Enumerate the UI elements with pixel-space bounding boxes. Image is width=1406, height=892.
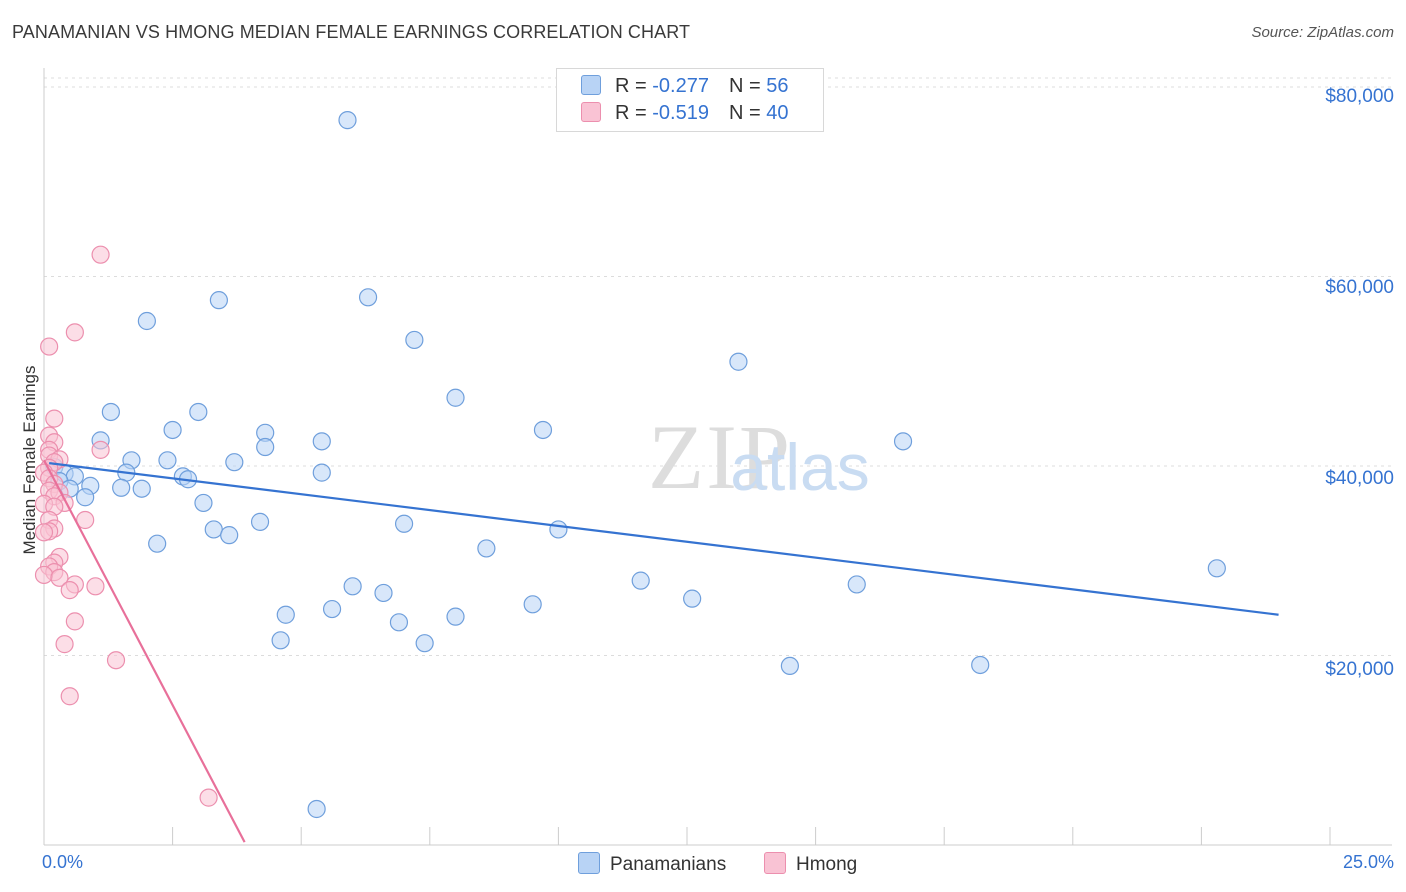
panamanians-point-33 [250, 512, 270, 531]
legend-row-panamanians: R = -0.277 N = 56 [581, 75, 788, 99]
panamanians-point-34 [394, 514, 414, 533]
legend-n-value: 56 [766, 75, 789, 97]
panamanians-point-41 [631, 571, 650, 590]
watermark-zip: ZIP [648, 406, 792, 508]
correlation-legend: R = -0.277 N = 56 R = -0.519 N = 40 [556, 68, 824, 132]
panamanians-point-43 [374, 583, 393, 603]
chart-title: PANAMANIAN VS HMONG MEDIAN FEMALE EARNIN… [12, 22, 691, 42]
hmong-point-2 [40, 337, 59, 356]
panamanians-point-1 [358, 288, 378, 307]
hmong-point-34 [65, 612, 84, 631]
panamanians-point-37 [549, 520, 568, 539]
hmong-point-38 [199, 788, 218, 807]
panamanians-point-50 [389, 613, 409, 632]
bottom-legend-hmong: Hmong [764, 852, 857, 876]
panamanians-point-18 [225, 453, 244, 472]
hmong-point-37 [60, 687, 79, 706]
legend-n-label: N = [728, 102, 767, 124]
panamanians-point-32 [194, 493, 213, 513]
panamanians-point-11 [533, 420, 553, 440]
panamanians-point-36 [220, 526, 239, 545]
panamanians-point-8 [189, 402, 208, 422]
legend-n-label: N = [728, 75, 767, 97]
panamanians-point-0 [338, 111, 357, 130]
bottom-legend-swatch-blue [578, 852, 600, 874]
legend-r-value: -0.277 [652, 75, 709, 97]
hmong-point-36 [106, 651, 126, 670]
panamanians-point-5 [729, 352, 748, 371]
y-tick-label-20000: $20,000 [1325, 659, 1394, 680]
panamanians-point-54 [971, 655, 990, 675]
panamanians-point-25 [312, 463, 331, 482]
legend-n-value: 40 [766, 102, 789, 124]
panamanians-point-52 [415, 634, 434, 653]
panamanians-point-51 [271, 631, 290, 650]
bottom-legend-label: Hmong [796, 854, 858, 875]
hmong-point-33 [60, 581, 79, 600]
y-tick-label-60000: $60,000 [1325, 277, 1394, 298]
panamanians-point-45 [847, 575, 866, 594]
panamanians-point-17 [158, 451, 177, 470]
hmong-point-35 [55, 635, 74, 654]
legend-r-label: R = [615, 102, 653, 124]
panamanians-point-55 [307, 799, 326, 819]
source-label: Source: ZipAtlas.com [1251, 24, 1394, 41]
panamanians-point-35 [204, 520, 223, 539]
legend-swatch-blue [581, 75, 601, 95]
panamanians-point-4 [405, 330, 424, 350]
panamanians-point-47 [322, 599, 342, 619]
panamanians-points [45, 111, 1226, 819]
legend-row-hmong: R = -0.519 N = 40 [581, 102, 788, 126]
panamanians-point-31 [76, 488, 95, 507]
hmong-point-20 [91, 440, 110, 459]
hmong-point-30 [50, 568, 69, 587]
panamanians-point-53 [780, 656, 799, 676]
trend-lines [43, 459, 1279, 843]
hmong-point-24 [34, 523, 54, 542]
hmong-point-32 [86, 577, 105, 596]
panamanians-point-15 [256, 437, 275, 457]
legend-r-label: R = [615, 75, 653, 97]
panamanians-point-44 [683, 589, 702, 608]
panamanians-trend-line [49, 462, 1279, 616]
hmong-point-39 [76, 510, 95, 530]
panamanians-point-14 [312, 432, 331, 451]
panamanians-point-3 [137, 311, 156, 331]
x-tick-label-max: 25.0% [1342, 852, 1394, 872]
x-tick-label-min: 0.0% [42, 852, 84, 872]
legend-swatch-pink [581, 102, 601, 122]
panamanians-point-27 [112, 478, 131, 497]
legend-r-value: -0.519 [652, 102, 709, 124]
hmong-point-1 [65, 323, 84, 342]
panamanians-point-39 [477, 539, 496, 558]
panamanians-point-6 [446, 388, 465, 407]
hmong-trend-line [43, 459, 246, 843]
hmong-point-29 [34, 565, 54, 585]
watermark-atlas: atlas [730, 430, 869, 504]
panamanians-point-48 [276, 605, 295, 624]
panamanians-point-29 [132, 479, 151, 498]
hmong-point-3 [45, 409, 64, 428]
panamanians-point-42 [343, 577, 362, 596]
x-axis-ticks [43, 827, 1331, 845]
hmong-point-0 [91, 245, 110, 264]
bottom-legend-label: Panamanians [610, 854, 727, 875]
panamanians-point-46 [523, 595, 542, 614]
panamanians-point-49 [446, 607, 465, 626]
panamanians-point-38 [148, 534, 167, 553]
panamanians-point-12 [893, 432, 913, 451]
panamanians-point-2 [209, 291, 228, 310]
y-tick-label-80000: $80,000 [1325, 86, 1394, 107]
panamanians-point-9 [163, 420, 182, 440]
y-tick-label-40000: $40,000 [1325, 468, 1394, 489]
hmong-points [34, 245, 218, 807]
bottom-legend-swatch-pink [764, 852, 786, 874]
panamanians-point-40 [1207, 559, 1226, 578]
panamanians-point-7 [101, 402, 120, 422]
bottom-legend-panamanians: Panamanians [578, 852, 726, 876]
